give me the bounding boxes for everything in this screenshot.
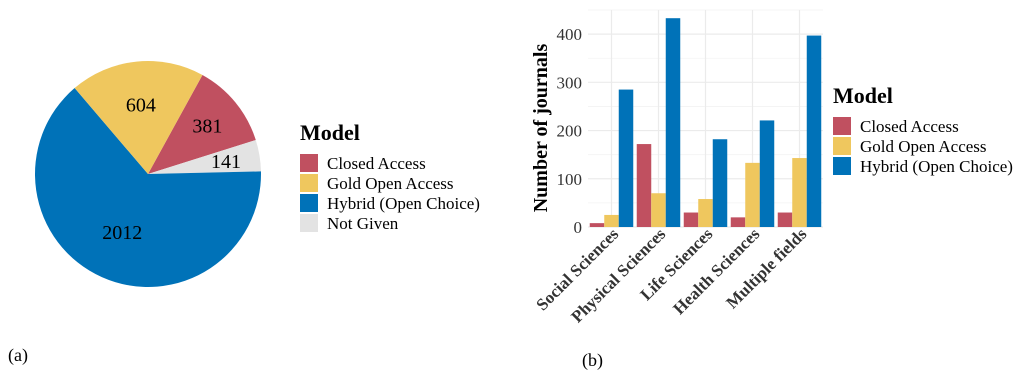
bar-gold-open-access-multiple-fields (792, 158, 807, 227)
pie-slice-labels: 381 141 2012 604 (102, 94, 241, 244)
pie-legend-label-hybrid-open-choice: Hybrid (Open Choice) (327, 194, 480, 213)
pie-slice-hybrid-open-choice (34, 88, 261, 287)
bar-closed-access-life-sciences (683, 212, 699, 227)
bar-y-tick-label: 400 (557, 25, 583, 44)
bar-legend-label-closed-access: Closed Access (860, 117, 959, 136)
bar-gold-open-access-physical-sciences (651, 193, 666, 227)
bar-legend-label-gold-open-access: Gold Open Access (860, 137, 987, 156)
bar-hybrid-open-choice-health-sciences (759, 120, 775, 227)
bar-gold-open-access-health-sciences (745, 162, 760, 227)
bar-legend-swatch-closed-access (833, 117, 851, 135)
pie-legend-label-not-given: Not Given (327, 214, 399, 233)
panel-label-b: (b) (582, 350, 603, 371)
bar-y-tick-label: 200 (557, 122, 583, 141)
pie-legend-label-closed-access: Closed Access (327, 154, 426, 173)
pie-legend-label-gold-open-access: Gold Open Access (327, 174, 454, 193)
bar-y-tick-label: 0 (574, 218, 583, 237)
pie-chart (34, 60, 261, 287)
pie-slice-label-not-given: 141 (211, 151, 241, 173)
pie-legend-swatch-closed-access (300, 154, 318, 172)
bar-y-axis-label: Number of journals (530, 44, 552, 213)
bar-closed-access-multiple-fields (777, 212, 793, 227)
pie-slice-label-closed-access: 381 (192, 115, 222, 137)
bar-closed-access-social-sciences (589, 223, 605, 227)
panel-label-a: (a) (8, 345, 28, 366)
bar-gold-open-access-social-sciences (604, 214, 619, 227)
bar-hybrid-open-choice-social-sciences (618, 89, 634, 227)
bar-x-tick-label-social-sciences: Social Sciences (532, 224, 622, 314)
bar-legend-swatch-hybrid-open-choice (833, 157, 851, 175)
pie-slice-not-given (148, 140, 261, 174)
bar-y-tick-label: 300 (557, 73, 583, 92)
bar-legend-swatch-gold-open-access (833, 137, 851, 155)
bar-y-tick-labels: 0 100 200 300 400 (557, 25, 583, 237)
bar-marks (589, 18, 822, 228)
bar-closed-access-physical-sciences (636, 144, 652, 227)
bar-gold-open-access-life-sciences (698, 199, 713, 227)
bar-y-tick-label: 100 (557, 170, 583, 189)
pie-slice-gold-open-access (74, 60, 203, 175)
bar-legend-title: Model (833, 83, 893, 108)
pie-legend-swatch-gold-open-access (300, 174, 318, 192)
bar-closed-access-health-sciences (730, 217, 746, 227)
pie-slice-closed-access (148, 74, 256, 174)
bar-hybrid-open-choice-physical-sciences (665, 18, 681, 228)
pie-legend-title: Model (300, 120, 360, 145)
pie-slice-label-gold-open-access: 604 (126, 94, 156, 116)
pie-legend-swatch-not-given (300, 214, 318, 232)
pie-legend-swatch-hybrid-open-choice (300, 194, 318, 212)
bar-legend-label-hybrid-open-choice: Hybrid (Open Choice) (860, 157, 1013, 176)
bar-hybrid-open-choice-life-sciences (712, 139, 728, 227)
bar-hybrid-open-choice-multiple-fields (806, 35, 822, 228)
pie-slice-label-hybrid-open-choice: 2012 (102, 222, 142, 244)
